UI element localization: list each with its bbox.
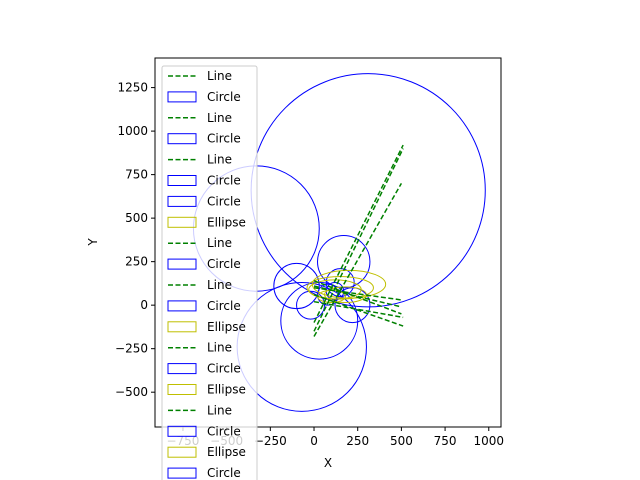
legend-label: Circle (207, 174, 241, 188)
circle-8 (296, 290, 326, 320)
legend-ellipse-swatch (167, 321, 197, 333)
circle-3 (317, 235, 371, 289)
y-tick-label: −500 (115, 385, 148, 399)
y-tick-label: 1250 (117, 81, 148, 95)
y-axis-label: Y (86, 238, 100, 247)
legend-label: Line (207, 69, 232, 83)
legend-label: Line (207, 153, 232, 167)
legend-ellipse-swatch (167, 446, 197, 458)
legend-label: Circle (207, 132, 241, 146)
legend-circle-swatch (167, 258, 197, 270)
line-series-2 (313, 144, 404, 323)
x-axis-label: X (324, 456, 332, 470)
legend-label: Circle (207, 466, 241, 480)
legend-circle-swatch (167, 91, 197, 103)
y-tick-label: 0 (140, 298, 148, 312)
x-tick-label: 750 (434, 434, 457, 448)
plot-content (192, 73, 486, 412)
legend-ellipse-swatch (167, 384, 197, 395)
x-tick-label: 250 (346, 434, 369, 448)
y-tick-label: 500 (125, 211, 148, 225)
x-tick-label: −250 (254, 434, 287, 448)
x-tick-label: 0 (310, 434, 318, 448)
line-series-1 (313, 182, 403, 337)
legend-label: Circle (207, 299, 241, 313)
legend: Line Circle Line Circle Line Circle Circle Elli… (161, 65, 258, 480)
legend-label: Ellipse (207, 215, 246, 229)
legend-circle-swatch (167, 363, 197, 375)
y-tick-label: 250 (125, 255, 148, 269)
y-tick-label: −250 (115, 342, 148, 356)
line-series-0 (313, 148, 404, 332)
legend-label: Line (207, 236, 232, 250)
legend-label: Circle (207, 257, 241, 271)
legend-label: Circle (207, 362, 241, 376)
legend-label: Ellipse (207, 383, 246, 397)
legend-circle-swatch (167, 195, 197, 207)
plot-area-frame (154, 57, 502, 428)
legend-circle-swatch (167, 133, 197, 145)
legend-label: Circle (207, 194, 241, 208)
legend-circle-swatch (167, 300, 197, 312)
x-tick-label: 500 (390, 434, 413, 448)
legend-circle-swatch (167, 175, 197, 186)
y-tick-label: 750 (125, 168, 148, 182)
legend-ellipse-swatch (167, 216, 197, 228)
legend-label: Line (207, 403, 232, 417)
legend-label: Circle (207, 424, 241, 438)
line-series-5 (313, 280, 402, 315)
y-tick-label: 1000 (117, 124, 148, 138)
legend-label: Line (207, 278, 232, 292)
y-axis: −500 −250 0 250 500 750 1000 1250 (115, 81, 155, 399)
legend-box (161, 65, 258, 480)
line-series-6 (313, 300, 404, 319)
legend-label: Circle (207, 90, 241, 104)
legend-label: Line (207, 111, 232, 125)
legend-circle-swatch (167, 467, 197, 479)
legend-label: Ellipse (207, 445, 246, 459)
line-series-4 (313, 294, 404, 327)
legend-label: Line (207, 341, 232, 355)
legend-circle-swatch (167, 425, 197, 437)
x-tick-label: 1000 (473, 434, 504, 448)
legend-label: Ellipse (207, 320, 246, 334)
